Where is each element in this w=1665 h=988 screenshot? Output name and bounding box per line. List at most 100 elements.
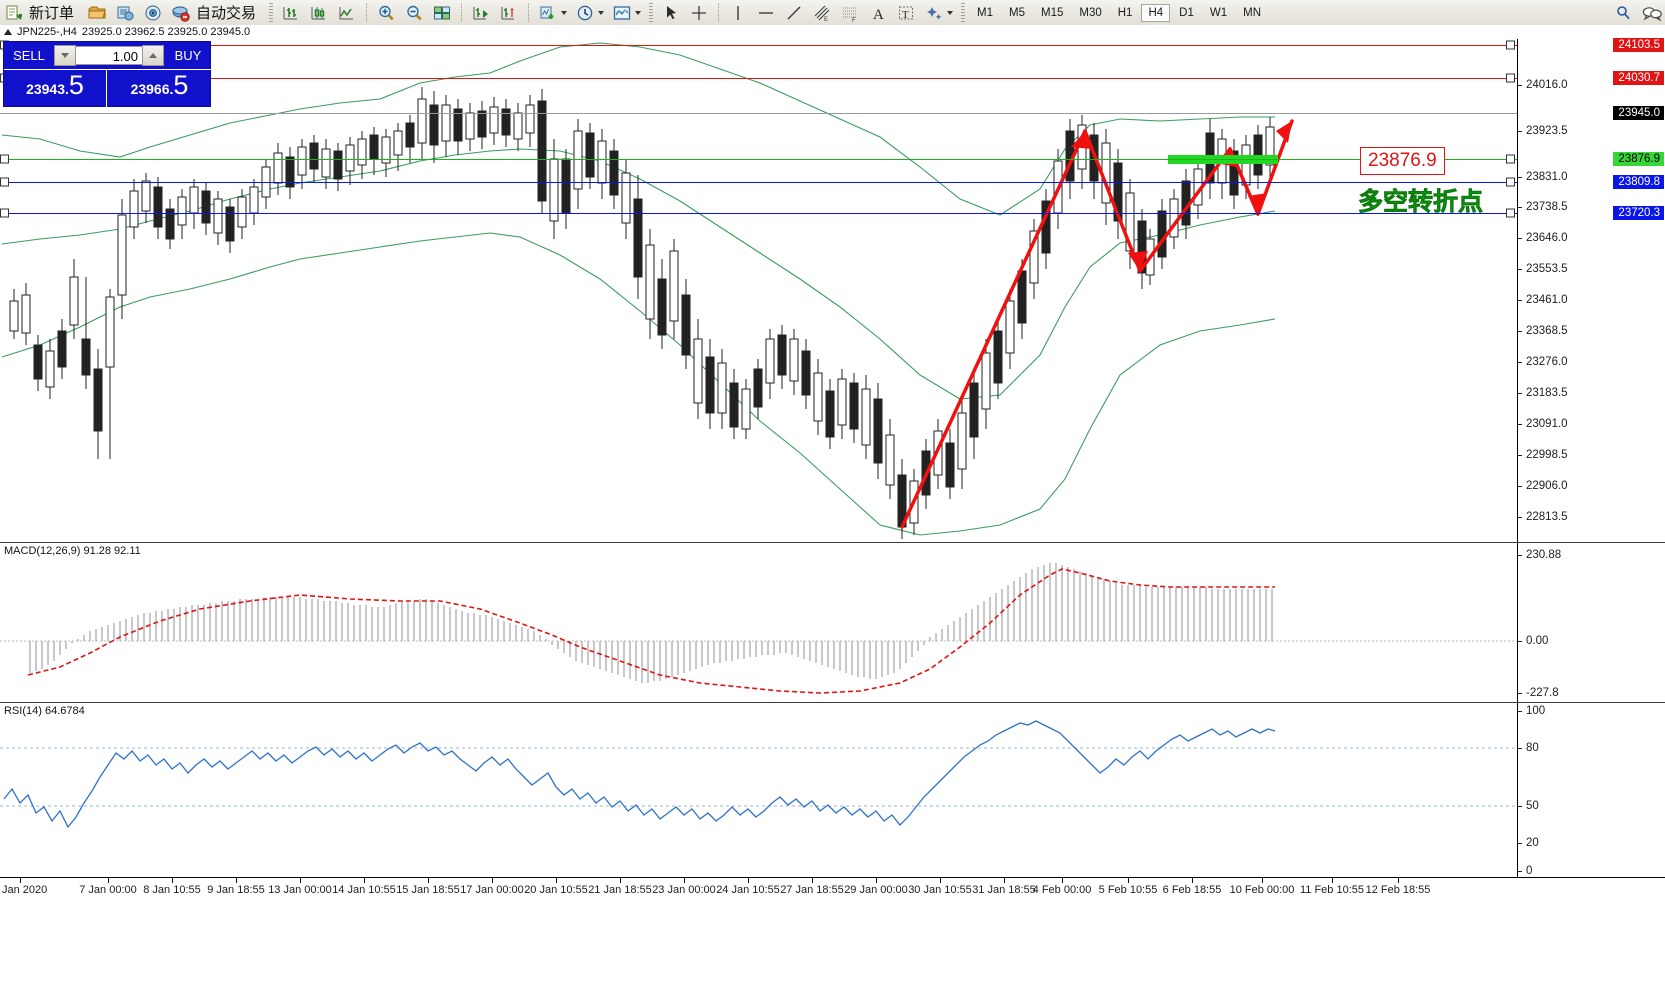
price-axis-tick: 23738.5 xyxy=(1526,201,1568,213)
new-order-button[interactable]: 新订单 xyxy=(1,2,82,24)
price-level-line-24103[interactable] xyxy=(0,45,1517,46)
timeframe-d1[interactable]: D1 xyxy=(1179,6,1194,19)
timeframe-m1[interactable]: M1 xyxy=(977,6,994,19)
chevron-down-icon[interactable] xyxy=(635,10,642,15)
timeframe-m5[interactable]: M5 xyxy=(1009,6,1025,19)
folder-button[interactable] xyxy=(84,2,110,24)
profiles-button[interactable] xyxy=(112,2,138,24)
rsi-axis-tick: 50 xyxy=(1526,800,1539,812)
level-handle[interactable] xyxy=(1506,177,1515,187)
timeframe-h1[interactable]: H1 xyxy=(1117,6,1133,19)
rsi-axis-tick: 0 xyxy=(1526,865,1533,877)
price-marker-24030[interactable]: 24030.7 xyxy=(1613,71,1664,85)
chevron-down-icon[interactable] xyxy=(947,10,954,15)
cursor-button[interactable] xyxy=(658,2,684,24)
text-label-button[interactable]: T xyxy=(893,2,919,24)
indicators-icon xyxy=(538,3,558,23)
price-axis-tick: 23923.5 xyxy=(1526,125,1568,137)
price-axis-tick: 22906.0 xyxy=(1526,480,1568,492)
equidistant-channel-button[interactable]: E xyxy=(809,2,835,24)
rsi-plot[interactable] xyxy=(0,703,1517,878)
level-handle[interactable] xyxy=(1506,40,1515,50)
price-marker-23876[interactable]: 23876.9 xyxy=(1613,152,1664,166)
volume-increase-button[interactable] xyxy=(142,45,164,66)
price-level-line-23945 xyxy=(0,113,1517,114)
volume-input[interactable]: 1.00 xyxy=(76,46,142,65)
zoom-out-button[interactable] xyxy=(401,2,427,24)
trendline-button[interactable] xyxy=(781,2,807,24)
fibonacci-button[interactable]: F xyxy=(837,2,863,24)
time-axis[interactable]: 3 Jan 2020 7 Jan 00:00 8 Jan 10:55 9 Jan… xyxy=(0,877,1665,988)
period-button[interactable] xyxy=(572,2,607,24)
price-level-line-24030[interactable] xyxy=(0,78,1517,79)
macd-plot[interactable] xyxy=(0,543,1517,703)
price-marker-24103[interactable]: 24103.5 xyxy=(1613,38,1664,52)
trendline-icon xyxy=(784,3,804,23)
timeframe-mn[interactable]: MN xyxy=(1243,6,1261,19)
level-handle[interactable] xyxy=(0,208,9,218)
chat-icon xyxy=(1641,3,1662,23)
objects-button[interactable] xyxy=(921,2,956,24)
rsi-line xyxy=(3,720,1276,829)
period-icon xyxy=(575,3,595,23)
timeframe-m30[interactable]: M30 xyxy=(1079,6,1102,19)
timeframe-m15[interactable]: M15 xyxy=(1041,6,1064,19)
collapse-triangle-icon[interactable] xyxy=(4,29,12,35)
bar-chart-button[interactable] xyxy=(278,2,304,24)
auto-scroll-button[interactable] xyxy=(468,2,494,24)
ask-price-display[interactable]: 23966 . 5 xyxy=(107,69,212,108)
templates-button[interactable] xyxy=(609,2,644,24)
level-handle[interactable] xyxy=(0,177,9,187)
time-axis-tick: 24 Jan 10:55 xyxy=(716,884,780,896)
chevron-down-icon[interactable] xyxy=(598,10,605,15)
horizontal-line-button[interactable] xyxy=(753,2,779,24)
price-marker-23720[interactable]: 23720.3 xyxy=(1613,206,1664,220)
zoom-in-button[interactable] xyxy=(373,2,399,24)
price-plot[interactable]: 23876.9 多空转折点 xyxy=(0,39,1517,542)
chart-shift-button[interactable] xyxy=(496,2,522,24)
macd-chart-svg xyxy=(0,563,1517,694)
price-marker-23809[interactable]: 23809.8 xyxy=(1613,175,1664,189)
svg-text:E: E xyxy=(824,17,828,23)
price-level-line-23809[interactable] xyxy=(0,182,1517,183)
timeframe-w1[interactable]: W1 xyxy=(1209,6,1228,19)
volume-stepper[interactable]: 1.00 xyxy=(54,45,164,66)
candlestick-chart-button[interactable] xyxy=(306,2,332,24)
time-axis-tick: 29 Jan 00:00 xyxy=(844,884,908,896)
sell-button[interactable]: SELL xyxy=(4,48,54,63)
fibonacci-icon: F xyxy=(840,3,860,23)
profiles-icon xyxy=(115,3,135,23)
vertical-line-button[interactable] xyxy=(725,2,751,24)
rsi-axis-tick: 80 xyxy=(1526,742,1539,754)
volume-decrease-button[interactable] xyxy=(54,45,76,66)
timeframe-h4[interactable]: H4 xyxy=(1141,3,1171,22)
level-handle[interactable] xyxy=(1506,154,1515,164)
macd-axis-tick: 0.00 xyxy=(1526,635,1549,647)
crosshair-button[interactable] xyxy=(686,2,712,24)
bid-price-separator: . xyxy=(65,81,69,97)
chevron-down-icon[interactable] xyxy=(561,10,568,15)
line-chart-button[interactable] xyxy=(334,2,360,24)
text-button[interactable]: A xyxy=(865,2,891,24)
price-level-line-23720[interactable] xyxy=(0,213,1517,214)
rsi-axis[interactable]: 100 80 50 20 0 xyxy=(1517,703,1665,878)
price-axis[interactable]: 24016.0 23923.5 23831.0 23738.5 23646.0 … xyxy=(1517,38,1665,542)
tile-windows-button[interactable] xyxy=(429,2,455,24)
price-level-line-23876[interactable] xyxy=(0,159,1517,160)
chat-button[interactable] xyxy=(1638,2,1664,24)
time-axis-tick: 9 Jan 18:55 xyxy=(207,884,265,896)
buy-button[interactable]: BUY xyxy=(164,48,212,63)
search-button[interactable] xyxy=(1610,2,1636,24)
level-handle[interactable] xyxy=(1506,73,1515,83)
macd-axis[interactable]: 230.88 0.00 -227.8 xyxy=(1517,543,1665,703)
bid-price-display[interactable]: 23943 . 5 xyxy=(4,69,107,108)
toolbar-separator xyxy=(649,3,654,22)
hline-icon xyxy=(756,3,776,23)
level-handle[interactable] xyxy=(0,154,9,164)
autotrading-button[interactable]: 自动交易 xyxy=(168,2,264,24)
price-axis-tick: 23553.5 xyxy=(1526,263,1568,275)
market-watch-button[interactable] xyxy=(140,2,166,24)
level-handle[interactable] xyxy=(1506,208,1515,218)
price-axis-tick: 23276.0 xyxy=(1526,356,1568,368)
indicators-button[interactable] xyxy=(535,2,570,24)
